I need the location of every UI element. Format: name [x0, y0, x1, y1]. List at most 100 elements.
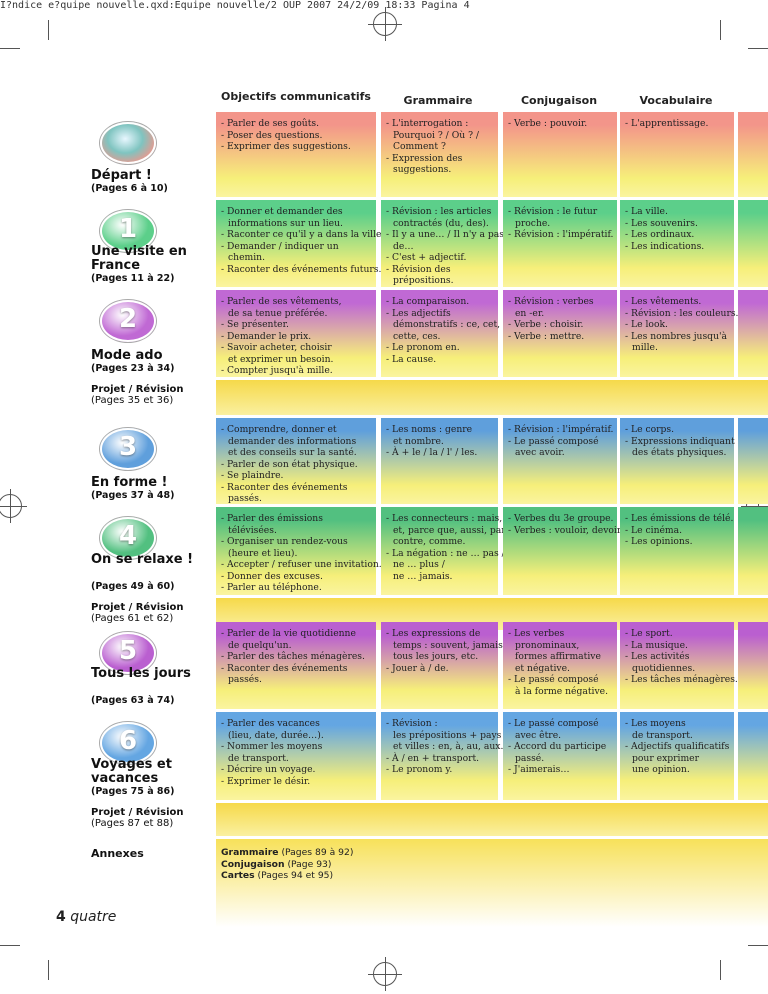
- unit-3-conjugaison-line: - Révision : l'impératif.: [508, 424, 614, 435]
- unit-2-objectifs-line: - Parler de ses vêtements,: [221, 296, 342, 307]
- unit-5-conjugaison-cell: - Les verbes pronominaux, formes affirmati…: [503, 622, 617, 709]
- unit-1-objectifs-line: informations sur un lieu.: [228, 217, 343, 229]
- unit-2-number: 2: [118, 304, 138, 334]
- unit-6-objectifs-line: - Exprimer le désir.: [221, 775, 311, 787]
- unit-5-vocabulaire-line: - Le sport.: [625, 628, 673, 639]
- annexes-item: Grammaire (Pages 89 à 92): [221, 847, 353, 859]
- unit-4-grammaire-line: ne … plus /: [393, 559, 445, 570]
- unit-4-number: 4: [118, 521, 138, 551]
- annexes-item-label: Conjugaison: [221, 858, 285, 870]
- crop-mark: [720, 20, 721, 40]
- registration-mark: [368, 957, 402, 991]
- unit-0-grammaire-line: Pourquoi ? / Où ? /: [393, 129, 480, 141]
- unit-5-objectifs-line: - Raconter des événements: [221, 662, 348, 674]
- unit-1-badge: 1: [100, 210, 156, 252]
- unit-1-grammaire-cell: - Révision : les articles contractés (du,…: [381, 200, 504, 287]
- unit-0-vocabulaire-line: - L'apprentissage.: [625, 118, 709, 129]
- unit-5-objectifs-line: - Parler de la vie quotidienne: [221, 628, 356, 639]
- projet-band-background: [216, 803, 768, 836]
- unit-0-conjugaison-line: - Verbe : pouvoir.: [508, 118, 588, 129]
- unit-5-grammaire-line: - Jouer à / de.: [386, 662, 449, 674]
- unit-6-objectifs-line: (lieu, date, durée…).: [228, 729, 324, 741]
- unit-1-grammaire-line: prépositions.: [393, 275, 454, 286]
- unit-4-extra-cell: [738, 507, 768, 595]
- unit-0-grammaire-line: suggestions.: [393, 164, 452, 175]
- unit-4-objectifs-cell: - Parler des émissions télévisées. - Organ…: [216, 507, 382, 595]
- unit-2-grammaire-line: - La cause.: [386, 353, 437, 365]
- unit-3-vocabulaire-line: des états physiques.: [632, 447, 727, 458]
- unit-4-objectifs-line: - Donner des excuses.: [221, 570, 323, 582]
- unit-1-objectifs-cell: - Donner et demander des informations sur…: [216, 200, 384, 287]
- unit-5-grammaire-line: temps : souvent, jamais,: [393, 639, 506, 651]
- unit-4-grammaire-line: ne … jamais.: [393, 570, 453, 582]
- unit-0-objectifs-line: - Exprimer des suggestions.: [221, 141, 351, 152]
- unit-2-conjugaison-line: en -er.: [515, 307, 545, 319]
- registration-mark: [368, 7, 402, 41]
- unit-1-grammaire-line: - Révision des: [386, 263, 451, 275]
- annexes-item: Conjugaison (Page 93): [221, 859, 353, 871]
- unit-1-pages: (Pages 11 à 22): [91, 273, 175, 284]
- unit-6-pages: (Pages 75 à 86): [91, 786, 175, 797]
- unit-3-grammaire-line: - Les noms : genre: [386, 424, 473, 435]
- unit-2-objectifs-cell: - Parler de ses vêtements, de sa tenue pr…: [216, 290, 376, 377]
- unit-2-grammaire-line: démonstratifs : ce, cet,: [393, 319, 501, 330]
- annexes-item-pages: (Pages 89 à 92): [281, 847, 354, 858]
- unit-5-number: 5: [118, 636, 138, 666]
- unit-3-objectifs-line: passés.: [228, 493, 262, 504]
- unit-2-grammaire-line: - La comparaison.: [386, 296, 470, 307]
- unit-4-vocabulaire-line: - Le cinéma.: [625, 524, 683, 536]
- unit-2-vocabulaire-line: - Les nombres jusqu'à: [625, 330, 727, 342]
- unit-2-vocabulaire-line: - Les vêtements.: [625, 296, 702, 307]
- unit-5-grammaire-line: tous les jours, etc.: [393, 651, 479, 662]
- unit-5-vocabulaire-line: - Les activités: [625, 651, 690, 662]
- unit-1-title: Une visite en France: [91, 244, 187, 273]
- unit-1-vocabulaire-line: - Les ordinaux.: [625, 229, 695, 240]
- unit-6-vocabulaire-cell: - Les moyens de transport. - Adjectifs qua…: [620, 712, 734, 800]
- projet-pages: (Pages 61 et 62): [91, 613, 174, 624]
- unit-6-grammaire-line: - Le pronom y.: [386, 764, 453, 775]
- unit-2-vocabulaire-line: - Révision : les couleurs.: [625, 307, 739, 319]
- unit-6-objectifs-line: de transport.: [228, 752, 289, 764]
- unit-3-conjugaison-line: - Le passé composé: [508, 435, 599, 447]
- unit-6-objectifs-line: - Nommer les moyens: [221, 741, 323, 752]
- unit-5-vocabulaire-cell: - Le sport. - La musique. - Les activités q…: [620, 622, 738, 709]
- crop-mark: [748, 48, 768, 49]
- unit-0-grammaire-cell: - L'interrogation : Pourquoi ? / Où ? / Co…: [381, 112, 498, 197]
- unit-4-objectifs-line: - Parler au téléphone.: [221, 582, 322, 593]
- page-number-word: quatre: [70, 909, 117, 925]
- unit-5-extra-cell: [738, 622, 768, 709]
- annexes-item: Cartes (Pages 94 et 95): [221, 870, 353, 882]
- unit-2-objectifs-line: de sa tenue préférée.: [228, 307, 328, 319]
- page-footer: 4 quatre: [56, 909, 116, 925]
- unit-3-pages: (Pages 37 à 48): [91, 490, 175, 501]
- unit-2-objectifs-line: - Demander le prix.: [221, 330, 312, 342]
- crop-mark: [0, 945, 20, 946]
- unit-3-objectifs-line: - Raconter des événements: [221, 481, 348, 493]
- unit-3-objectifs-line: demander des informations: [228, 435, 357, 447]
- unit-6-conjugaison-cell: - Le passé composé avec être. - Accord du …: [503, 712, 617, 800]
- column-header-conjugaison: Conjugaison: [520, 94, 598, 107]
- unit-2-objectifs-line: - Se présenter.: [221, 319, 289, 330]
- unit-1-grammaire-line: de…: [393, 240, 414, 252]
- unit-4-title: On se relaxe !: [91, 552, 194, 567]
- unit-1-grammaire-line: contractés (du, des).: [393, 217, 489, 229]
- unit-5-title: Tous les jours: [91, 666, 191, 681]
- unit-3-objectifs-line: - Se plaindre.: [221, 470, 284, 481]
- unit-4-objectifs-line: - Accepter / refuser une invitation.: [221, 559, 382, 570]
- unit-2-pages: (Pages 23 à 34): [91, 363, 175, 374]
- page-number: 4: [56, 909, 66, 925]
- unit-4-vocabulaire-cell: - Les émissions de télé. - Le cinéma. - Le…: [620, 507, 734, 595]
- unit-4-objectifs-line: télévisées.: [228, 524, 277, 536]
- unit-5-conjugaison-line: et négative.: [515, 662, 570, 674]
- unit-3-extra-cell: [738, 418, 768, 504]
- registration-mark: [0, 489, 27, 523]
- unit-2-vocabulaire-cell: - Les vêtements. - Révision : les couleur…: [620, 290, 739, 377]
- unit-2-objectifs-line: - Compter jusqu'à mille.: [221, 365, 333, 376]
- unit-2-conjugaison-line: - Révision : verbes: [508, 296, 594, 307]
- unit-5-vocabulaire-line: quotidiennes.: [632, 662, 696, 674]
- unit-4-grammaire-line: contre, comme.: [393, 536, 466, 547]
- unit-6-objectifs-line: - Décrire un voyage.: [221, 764, 316, 775]
- unit-1-grammaire-line: - Il y a une… / Il n'y a pas: [386, 229, 504, 240]
- unit-3-number: 3: [118, 432, 138, 462]
- unit-2-extra-cell: [738, 290, 768, 377]
